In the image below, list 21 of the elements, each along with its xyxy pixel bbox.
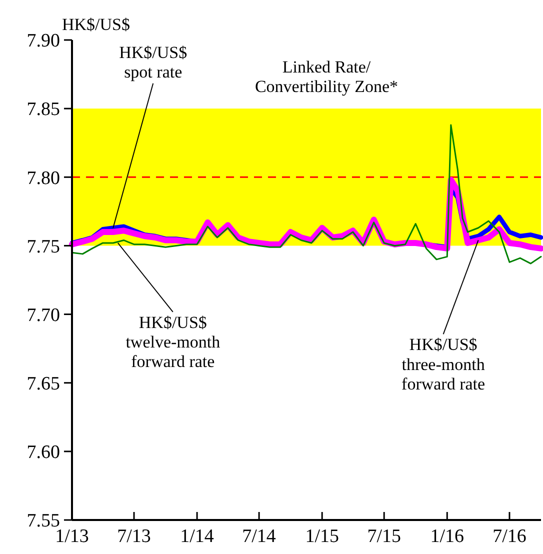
y-axis-title: HK$/US$	[62, 15, 130, 34]
x-tick-label: 7/14	[242, 526, 276, 547]
y-tick-label: 7.80	[26, 168, 60, 189]
annotation: HK$/US$ spot rate	[119, 42, 188, 82]
band-label: Linked Rate/ Convertibility Zone*	[254, 58, 398, 96]
y-tick-label: 7.90	[26, 30, 60, 52]
x-tick-label: 1/16	[430, 526, 464, 547]
y-tick-label: 7.70	[26, 304, 60, 326]
x-tick-label: 7/13	[117, 526, 151, 547]
x-tick-label: 7/16	[492, 526, 526, 547]
y-tick-label: 7.75	[26, 236, 60, 258]
y-tick-label: 7.65	[26, 374, 60, 395]
y-tick-label: 7.60	[26, 442, 60, 464]
y-tick-label: 7.85	[26, 99, 60, 120]
x-tick-label: 1/13	[55, 526, 89, 547]
annotation: HK$/US$ twelve-month forward rate	[126, 312, 221, 372]
x-tick-label: 1/15	[305, 526, 339, 547]
x-tick-label: 7/15	[367, 526, 401, 547]
line-series	[71, 124, 542, 264]
x-tick-label: 1/14	[180, 526, 214, 547]
annotation: HK$/US$ three-month forward rate	[402, 335, 486, 394]
